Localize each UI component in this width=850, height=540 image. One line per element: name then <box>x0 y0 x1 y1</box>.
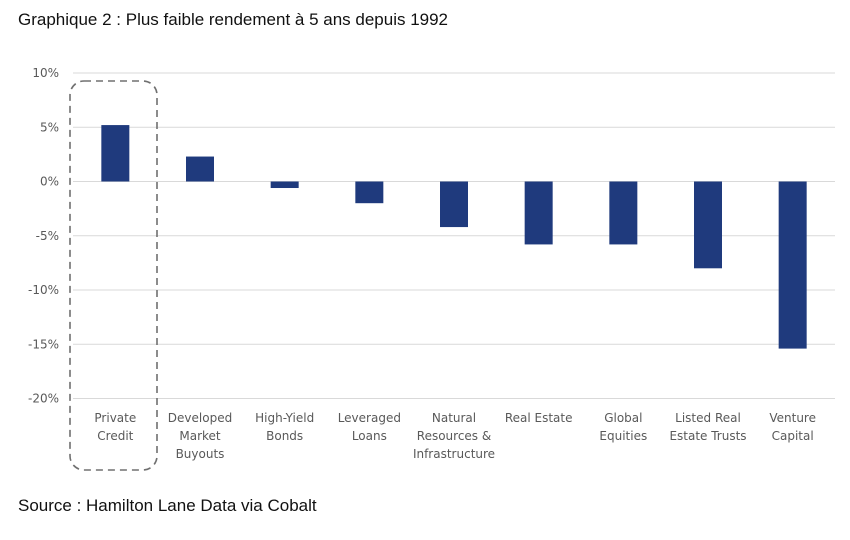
x-category-label: Leveraged Loans <box>338 411 401 443</box>
x-category-label: Private Credit <box>94 411 136 443</box>
chart-title: Graphique 2 : Plus faible rendement à 5 … <box>18 10 449 29</box>
bars <box>101 125 807 349</box>
bar <box>101 125 130 182</box>
x-category-label: High-Yield Bonds <box>255 411 314 443</box>
bar <box>778 181 807 349</box>
private-credit-highlight-box <box>69 80 158 471</box>
bar <box>609 181 638 245</box>
y-tick-label: 5% <box>40 120 59 134</box>
x-category-label: Listed Real Estate Trusts <box>669 411 746 443</box>
bar <box>524 181 553 245</box>
bar <box>694 181 722 269</box>
bar <box>270 181 299 189</box>
x-category-label: Natural Resources & Infrastructure <box>413 411 495 461</box>
y-tick-label: -15% <box>28 337 59 351</box>
y-axis-tick-labels: 10% 5% 0% -5% -10% -15% -20% <box>28 66 59 406</box>
y-tick-label: -20% <box>28 392 59 406</box>
y-tick-label: -10% <box>28 283 59 297</box>
x-category-label: Real Estate <box>505 411 573 425</box>
x-axis-category-labels: Private Credit Developed Market Buyouts High-… <box>94 411 816 461</box>
x-category-label: Global Equities <box>599 411 647 443</box>
bar <box>355 181 384 204</box>
source-note: Source : Hamilton Lane Data via Cobalt <box>18 496 317 515</box>
y-tick-label: 10% <box>32 66 59 80</box>
x-category-label: Developed Market Buyouts <box>168 411 232 461</box>
x-category-label: Venture Capital <box>769 411 816 443</box>
y-tick-label: -5% <box>36 229 59 243</box>
y-tick-label: 0% <box>40 175 59 189</box>
bar <box>186 156 214 182</box>
bar <box>440 181 468 228</box>
